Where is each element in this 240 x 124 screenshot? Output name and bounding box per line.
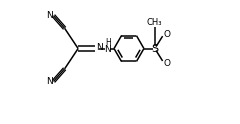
Text: O: O (164, 59, 171, 68)
Text: N: N (104, 45, 111, 54)
Text: H: H (105, 38, 111, 47)
Text: CH₃: CH₃ (147, 18, 162, 27)
Text: O: O (164, 30, 171, 39)
Text: N: N (96, 43, 103, 52)
Text: S: S (151, 44, 158, 54)
Text: N: N (46, 77, 53, 86)
Text: N: N (46, 11, 53, 20)
